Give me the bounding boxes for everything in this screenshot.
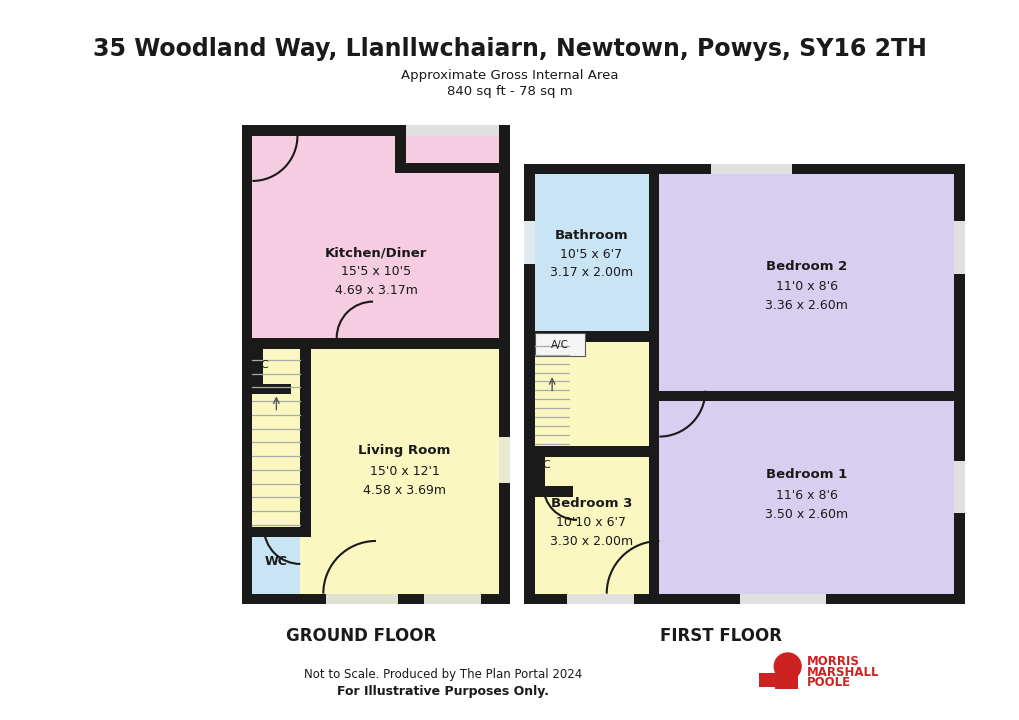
Text: C: C [542, 460, 549, 470]
Text: 3.36 x 2.60m: 3.36 x 2.60m [764, 299, 848, 312]
Bar [710, 163, 792, 174]
Text: Kitchen/Diner: Kitchen/Diner [324, 246, 427, 259]
Bar [326, 593, 397, 604]
Bar [534, 446, 545, 487]
Bar [648, 391, 954, 401]
Bar [252, 384, 290, 395]
Bar [534, 333, 584, 356]
Text: MARSHALL: MARSHALL [806, 665, 878, 679]
Bar [534, 446, 648, 593]
Text: Not to Scale. Produced by The Plan Portal 2024: Not to Scale. Produced by The Plan Porta… [304, 667, 582, 680]
Bar [758, 673, 774, 688]
Text: 11'0 x 8'6: 11'0 x 8'6 [775, 280, 837, 293]
Bar [252, 338, 499, 348]
Bar [300, 348, 311, 528]
Bar [739, 593, 825, 604]
Text: WC: WC [265, 554, 287, 567]
Text: 15'0 x 12'1: 15'0 x 12'1 [369, 464, 439, 477]
Text: 10'5 x 6'7: 10'5 x 6'7 [559, 248, 622, 261]
Bar [524, 331, 648, 342]
Bar [954, 461, 964, 513]
Text: 3.50 x 2.60m: 3.50 x 2.60m [764, 508, 848, 521]
Bar [524, 593, 964, 604]
Bar [242, 526, 311, 537]
Bar [774, 670, 798, 689]
Bar [252, 348, 263, 384]
Text: 11'6 x 8'6: 11'6 x 8'6 [775, 488, 837, 502]
Text: Bathroom: Bathroom [554, 229, 628, 242]
Bar [242, 593, 510, 604]
Bar [658, 174, 954, 391]
Bar [648, 163, 658, 604]
Text: A/C: A/C [550, 340, 569, 350]
Bar [406, 137, 499, 163]
Bar [394, 125, 406, 165]
Text: For Illustrative Purposes Only.: For Illustrative Purposes Only. [336, 685, 548, 698]
Bar [252, 136, 499, 339]
Bar [567, 593, 634, 604]
Text: Approximate Gross Internal Area: Approximate Gross Internal Area [400, 69, 619, 82]
Bar [534, 487, 573, 497]
Text: 840 sq ft - 78 sq m: 840 sq ft - 78 sq m [446, 86, 573, 99]
Text: 3.17 x 2.00m: 3.17 x 2.00m [549, 266, 633, 279]
Bar [242, 125, 394, 136]
Text: 35 Woodland Way, Llanllwchaiarn, Newtown, Powys, SY16 2TH: 35 Woodland Way, Llanllwchaiarn, Newtown… [93, 37, 926, 60]
Bar [252, 528, 300, 593]
Text: C: C [260, 360, 268, 370]
Text: 3.30 x 2.00m: 3.30 x 2.00m [549, 536, 633, 549]
Bar [954, 221, 964, 274]
Bar [954, 163, 964, 604]
Bar [534, 174, 648, 331]
Text: POOLE: POOLE [806, 676, 850, 689]
Bar [424, 593, 481, 604]
Text: MORRIS: MORRIS [806, 655, 859, 668]
Bar [658, 401, 954, 593]
Text: 4.69 x 3.17m: 4.69 x 3.17m [334, 284, 417, 297]
Text: FIRST FLOOR: FIRST FLOOR [659, 626, 781, 644]
Bar [524, 221, 534, 264]
Bar [499, 436, 510, 482]
Bar [242, 125, 252, 604]
Bar [524, 446, 648, 456]
Text: Living Room: Living Room [358, 444, 450, 457]
Text: 10'10 x 6'7: 10'10 x 6'7 [555, 516, 626, 529]
Bar [252, 348, 499, 593]
Text: GROUND FLOOR: GROUND FLOOR [286, 626, 436, 644]
Bar [499, 125, 510, 604]
Text: 15'5 x 10'5: 15'5 x 10'5 [340, 266, 411, 279]
Text: Bedroom 3: Bedroom 3 [550, 497, 632, 510]
Bar [406, 125, 499, 136]
Bar [534, 331, 648, 446]
Text: Bedroom 2: Bedroom 2 [765, 260, 847, 273]
Bar [394, 163, 510, 174]
Bar [524, 163, 964, 174]
Text: 4.58 x 3.69m: 4.58 x 3.69m [363, 484, 445, 497]
Bar [524, 163, 534, 604]
Text: Bedroom 1: Bedroom 1 [765, 469, 847, 482]
Circle shape [773, 653, 800, 680]
